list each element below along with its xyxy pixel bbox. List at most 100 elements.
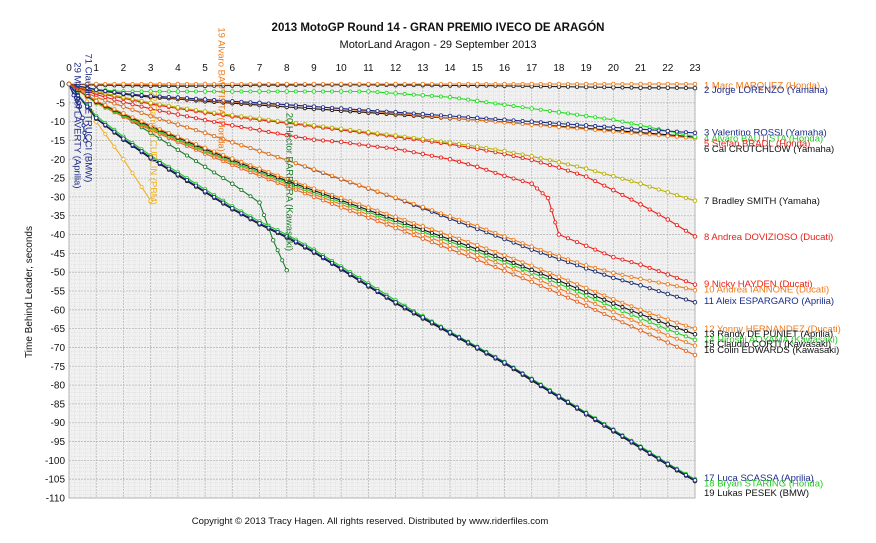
data-point	[212, 98, 217, 103]
data-point	[321, 189, 326, 194]
data-point	[520, 119, 525, 124]
data-point	[384, 82, 389, 87]
data-point	[366, 283, 371, 288]
data-point	[593, 289, 598, 294]
data-point	[166, 89, 171, 94]
x-tick-label: 14	[444, 63, 456, 74]
data-point	[575, 112, 580, 117]
series-end-label: 1 Marc MARQUEZ (Honda)	[704, 81, 820, 92]
data-point	[85, 82, 90, 87]
data-point	[330, 89, 335, 94]
data-point	[438, 113, 443, 118]
data-point	[638, 283, 643, 288]
data-point	[429, 138, 434, 143]
data-point	[71, 93, 76, 98]
data-point	[266, 101, 271, 106]
data-point	[284, 119, 289, 125]
data-point	[257, 116, 262, 121]
data-point	[311, 137, 317, 142]
data-point	[629, 280, 634, 285]
data-point	[638, 316, 643, 321]
data-point	[366, 108, 371, 113]
data-point	[575, 286, 580, 291]
data-point	[502, 102, 507, 107]
data-point	[66, 81, 72, 87]
data-point	[493, 231, 498, 236]
series-rotated-label: 20 Hector BARBERA (Kawasaki)	[284, 113, 295, 251]
data-point	[438, 82, 443, 87]
data-point	[402, 82, 407, 87]
series-9	[66, 81, 698, 348]
data-point	[629, 308, 634, 313]
data-point	[611, 275, 616, 281]
data-point	[593, 82, 598, 87]
data-point	[384, 222, 389, 227]
data-point	[438, 155, 443, 160]
data-point	[502, 252, 507, 258]
series-line	[68, 83, 696, 291]
data-point	[230, 156, 235, 161]
y-tick-label: -40	[51, 230, 66, 241]
series-end-label: 2 Jorge LORENZO (Yamaha)	[704, 85, 828, 96]
data-point	[692, 85, 698, 91]
data-point	[593, 247, 598, 252]
data-point	[547, 163, 552, 168]
data-point	[656, 128, 661, 133]
data-point	[611, 301, 616, 306]
series-end-label: 6 Cal CRUTCHLOW (Yamaha)	[704, 144, 834, 155]
data-point	[275, 102, 280, 107]
data-point	[547, 282, 552, 287]
data-point	[511, 256, 516, 261]
data-point	[502, 360, 507, 365]
data-point	[565, 282, 570, 287]
data-point	[638, 181, 643, 186]
data-point	[593, 127, 598, 132]
data-point	[121, 81, 126, 87]
data-point	[611, 304, 616, 310]
data-point	[420, 204, 426, 210]
series-end-label: 18 Bryan STARING (Honda)	[704, 478, 823, 489]
data-point	[647, 286, 652, 291]
data-point	[212, 110, 217, 115]
data-point	[511, 82, 516, 87]
data-point	[692, 300, 698, 305]
data-point	[556, 121, 562, 126]
data-point	[529, 157, 534, 163]
data-point	[656, 212, 661, 217]
data-point	[475, 242, 480, 248]
data-point	[665, 128, 671, 134]
data-point	[466, 143, 471, 148]
data-point	[293, 239, 298, 244]
data-point	[520, 241, 525, 246]
data-point	[248, 115, 253, 120]
data-point	[502, 81, 507, 87]
data-point	[547, 124, 552, 129]
data-point	[357, 142, 362, 147]
y-tick-label: -110	[46, 494, 66, 505]
series-end-label: 17 Luca SCASSA (Aprilia)	[704, 473, 814, 484]
data-point	[321, 170, 326, 175]
data-point	[148, 93, 153, 99]
data-point	[402, 92, 407, 97]
data-point	[457, 240, 462, 245]
data-point	[302, 183, 307, 188]
data-point	[575, 289, 580, 294]
data-point	[438, 211, 443, 216]
data-point	[293, 121, 298, 126]
data-point	[565, 111, 570, 116]
data-point	[565, 236, 570, 241]
data-point	[194, 183, 199, 188]
data-point	[665, 133, 671, 139]
series-line	[68, 83, 696, 237]
data-point	[429, 227, 434, 232]
data-point	[330, 139, 335, 144]
data-point	[484, 350, 489, 355]
data-point	[175, 95, 181, 100]
data-point	[484, 82, 489, 87]
data-point	[457, 236, 462, 241]
data-point	[357, 129, 362, 134]
data-point	[484, 261, 489, 266]
data-point	[357, 89, 362, 94]
data-point	[683, 82, 688, 87]
